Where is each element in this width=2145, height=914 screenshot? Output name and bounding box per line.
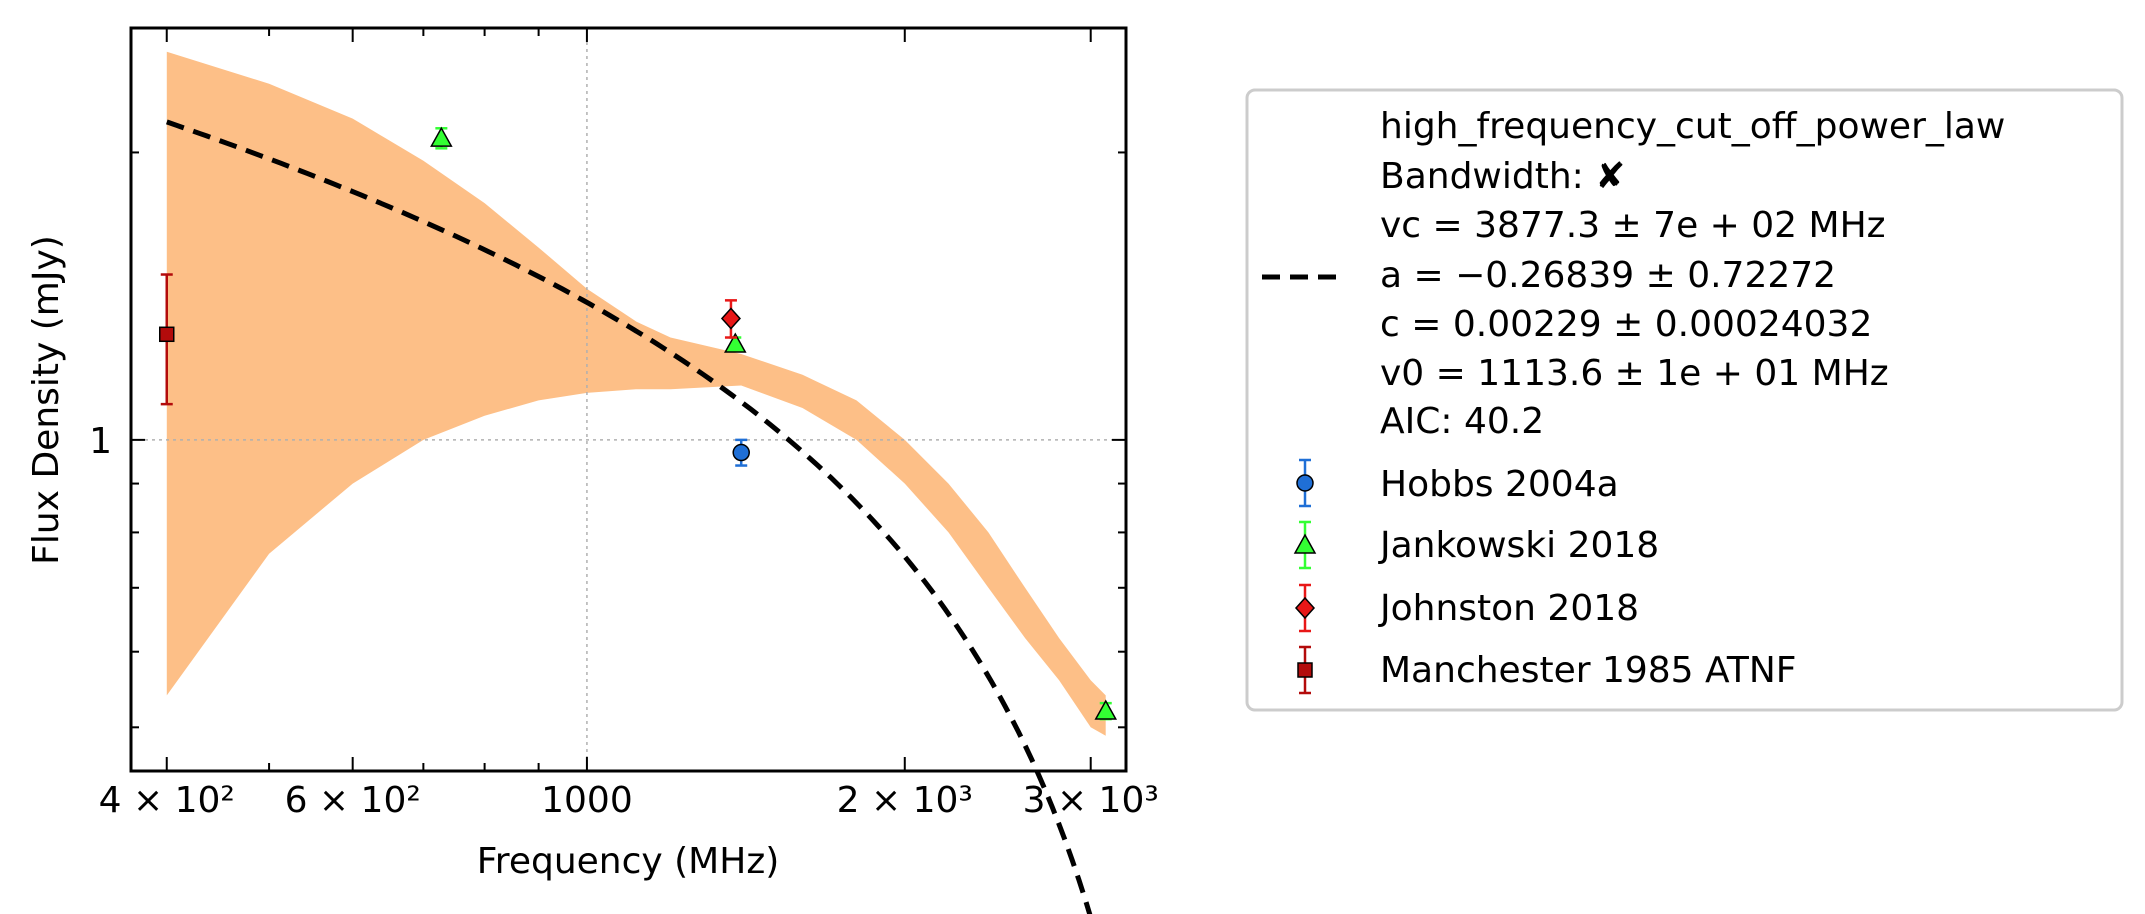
legend-label-johnston: Johnston 2018 [1378,588,1639,629]
legend-marker-hobbs [1296,458,1314,508]
data-point-hobbs-2004a-0 [732,443,750,462]
fit-line [165,119,1093,914]
legend: high_frequency_cut_off_power_law Bandwid… [1245,88,2124,712]
x-tick-label-3000: 3 × 10³ [1023,780,1159,821]
fit-line-layer [165,119,1093,914]
grid-layer [131,28,1126,771]
data-point-jankowski-2018-1 [724,332,747,353]
data-point-manchester-1985-atnf-0 [159,326,175,343]
x-axis-label: Frequency (MHz) [477,841,780,882]
x-tick-label-400: 4 × 10² [99,780,235,821]
data-point-jankowski-2018-0 [430,126,453,147]
legend-fit-c: c = 0.00229 ± 0.00024032 [1380,304,1872,345]
legend-fit-vc: vc = 3877.3 ± 7e + 02 MHz [1380,205,1886,246]
x-tick-label-600: 6 × 10² [285,780,421,821]
legend-fit-bandwidth: Bandwidth: ✘ [1380,156,1625,197]
data-point-johnston-2018-0 [720,307,741,330]
legend-label-manchester: Manchester 1985 ATNF [1380,650,1796,691]
uncertainty-band-layer [166,51,1106,736]
legend-marker-johnston [1294,583,1316,633]
legend-label-hobbs: Hobbs 2004a [1380,464,1619,505]
ticks-layer: 4 × 10² 6 × 10² 1000 2 × 10³ 3 × 10³ 1 [89,28,1159,821]
legend-fit-aic: AIC: 40.2 [1380,401,1544,442]
x-tick-label-1000: 1000 [541,780,633,821]
x-tick-label-2000: 2 × 10³ [837,780,973,821]
legend-fit-a: a = −0.26839 ± 0.72272 [1380,255,1836,296]
y-tick-label-1: 1 [89,421,112,462]
data-point-jankowski-2018-2 [1094,699,1118,720]
fit-uncertainty-band [166,51,1106,736]
legend-fit-v0: v0 = 1113.6 ± 1e + 01 MHz [1380,353,1889,394]
y-axis-label: Flux Density (mJy) [26,235,67,565]
legend-marker-manchester [1297,645,1313,695]
legend-fit-name: high_frequency_cut_off_power_law [1380,106,2005,147]
plot-frame [129,26,1128,773]
legend-box [1245,88,2124,712]
legend-marker-jankowski [1293,520,1317,570]
legend-label-jankowski: Jankowski 2018 [1378,525,1659,566]
data-points-layer [159,126,1118,721]
